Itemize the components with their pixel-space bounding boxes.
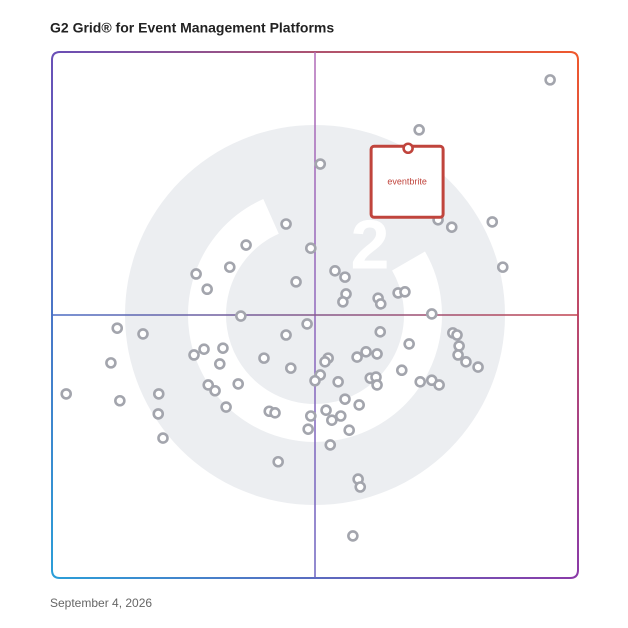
- point: [334, 410, 347, 422]
- point: [217, 342, 229, 354]
- point: [269, 407, 281, 419]
- point: [240, 239, 252, 251]
- point: [339, 393, 351, 405]
- date: September 4, 2026: [50, 596, 152, 610]
- point: [353, 399, 365, 411]
- point: [460, 356, 472, 368]
- point: [360, 346, 372, 358]
- point: [320, 404, 332, 417]
- point: [201, 283, 213, 296]
- point: [371, 379, 383, 391]
- point: [198, 343, 210, 355]
- chart-title: G2 Grid® for Event Management Platforms: [50, 20, 334, 36]
- point: [403, 338, 415, 350]
- point: [258, 352, 270, 364]
- point: [220, 401, 232, 413]
- point: [304, 410, 317, 422]
- point: [486, 216, 499, 228]
- highlight-label: eventbrite: [387, 177, 427, 187]
- point: [343, 424, 355, 436]
- point: [395, 364, 408, 377]
- point: [445, 221, 458, 233]
- point: [235, 310, 247, 322]
- point: [425, 308, 438, 320]
- point: [451, 329, 463, 341]
- point: [347, 530, 359, 542]
- point: [319, 356, 331, 368]
- point: [157, 432, 169, 444]
- point: [280, 218, 292, 230]
- point: [137, 328, 149, 340]
- point: [302, 423, 314, 435]
- point: [301, 318, 313, 330]
- point: [190, 268, 202, 280]
- point: [544, 74, 556, 86]
- point: [280, 329, 292, 341]
- point: [339, 271, 351, 283]
- point: [414, 376, 427, 388]
- point: [453, 340, 465, 352]
- point: [374, 326, 387, 338]
- point: [114, 394, 126, 407]
- point: [371, 348, 383, 360]
- point: [433, 379, 445, 391]
- point: [285, 362, 297, 374]
- point: [326, 414, 338, 427]
- point: [472, 361, 484, 373]
- point: [324, 439, 337, 451]
- point: [213, 358, 226, 370]
- point: [496, 261, 509, 273]
- point: [152, 408, 165, 420]
- point: [402, 142, 414, 155]
- point: [152, 388, 165, 400]
- point: [374, 298, 387, 310]
- point: [413, 124, 425, 136]
- point: [354, 481, 367, 493]
- point: [351, 351, 363, 363]
- frame: [51, 51, 579, 579]
- point: [60, 388, 73, 400]
- point: [232, 378, 245, 390]
- point: [223, 261, 236, 273]
- point: [329, 265, 341, 277]
- point: [105, 357, 117, 369]
- point: [399, 286, 411, 298]
- point: [290, 276, 302, 288]
- point: [111, 322, 124, 334]
- point: [188, 349, 200, 361]
- point: [332, 376, 344, 388]
- point: [304, 242, 317, 254]
- point: [272, 455, 284, 468]
- point: [452, 349, 464, 361]
- point: [337, 296, 349, 308]
- point: [209, 384, 221, 397]
- point: [309, 374, 321, 387]
- point: [314, 158, 327, 170]
